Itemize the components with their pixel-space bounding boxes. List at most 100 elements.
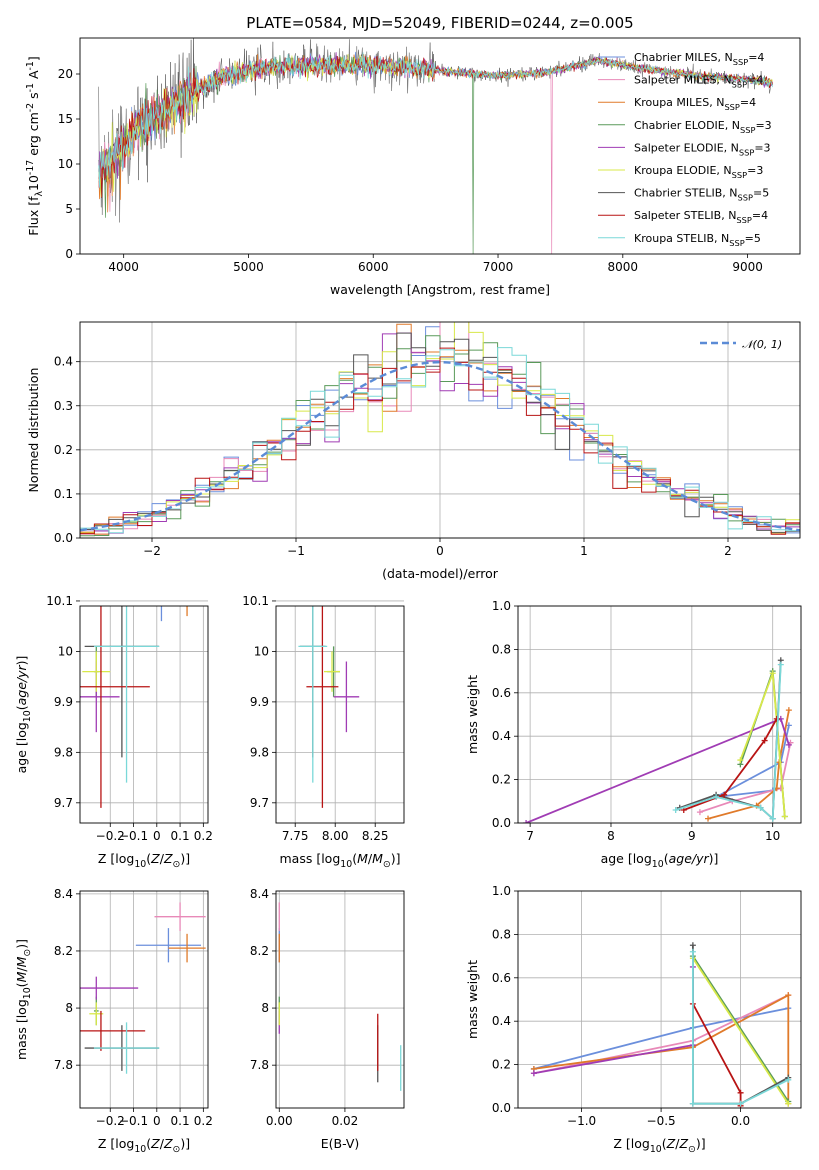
y-tick-label: 8.4: [54, 887, 73, 901]
z-weight-series: [530, 942, 792, 1108]
x-tick-label: −0.2: [96, 829, 125, 843]
y-tick-label: 0.2: [492, 1058, 511, 1072]
axes-frame: [79, 321, 801, 539]
legend-label: Salpeter ELODIE, NSSP=3: [634, 141, 771, 157]
y-tick-label: 1.0: [492, 599, 511, 613]
gridlines: [276, 600, 404, 823]
weight-marker: [769, 670, 776, 677]
x-tick-label: 4000: [108, 260, 139, 274]
weight-line-8: [692, 951, 789, 1105]
weight-line-2: [533, 993, 790, 1104]
y-tick-label: 9.7: [250, 796, 269, 810]
x-tick-label: 5000: [233, 260, 264, 274]
x-tick-label: 0.02: [332, 1114, 359, 1128]
age-weight-panel: 7 8 9 10 0.0 0.2 0.4 0.6 0.8 1.0 age [log10(age/yr…: [465, 599, 802, 870]
ebv-mass-xlabel: E(B-V): [321, 1136, 360, 1151]
y-tick-label: 0.4: [54, 355, 73, 369]
weight-marker: [737, 1089, 744, 1096]
legend-label: 𝒩(0, 1): [742, 338, 782, 351]
age-weight-xlabel: age [log10(age/yr)]: [601, 851, 719, 870]
weight-marker: [530, 1070, 537, 1077]
x-tick-label: 8.25: [362, 829, 389, 843]
x-tick-label: −2: [143, 544, 161, 558]
axes-frame: [517, 890, 802, 1109]
y-tick-label: 9.8: [54, 745, 73, 759]
legend-label: Kroupa ELODIE, NSSP=3: [634, 164, 763, 180]
x-tick-label: 8000: [608, 260, 639, 274]
weight-marker: [777, 661, 784, 668]
weight-marker: [757, 804, 764, 811]
gaussian-curve: [80, 360, 800, 532]
spectrum-ylabel: Flux [fλ10-17 erg cm-2 s-1 A-1]: [25, 56, 45, 235]
weight-marker: [785, 707, 792, 714]
y-tick-label: 15: [58, 112, 73, 126]
legend-label: Kroupa STELIB, NSSP=5: [634, 232, 761, 248]
weight-marker: [781, 813, 788, 820]
x-tick-label: 9: [688, 829, 696, 843]
weight-marker: [785, 1076, 792, 1083]
x-tick-label: 2: [724, 544, 732, 558]
y-tick-label: 8: [261, 1001, 269, 1015]
x-tick-label: 0.2: [194, 1114, 213, 1128]
z-mass-points: [80, 902, 206, 1074]
z-mass-ylabel: mass [log10(M/M⊙)]: [14, 939, 33, 1060]
axes-frame: [275, 890, 405, 1109]
x-tick-label: −0.1: [119, 1114, 148, 1128]
x-tick-label: 0: [153, 829, 161, 843]
y-tick-label: 7.8: [54, 1058, 73, 1072]
weight-marker: [523, 820, 530, 823]
x-tick-label: 8: [607, 829, 615, 843]
histogram-4: [80, 332, 800, 534]
y-tick-label: 0.3: [54, 399, 73, 413]
spectrum-legend: Chabrier MILES, NSSP=4 Salpeter MILES, NS…: [598, 51, 772, 248]
y-tick-label: 9.7: [54, 796, 73, 810]
x-tick-label: 9000: [732, 260, 763, 274]
y-tick-label: 0.0: [492, 816, 511, 830]
x-tick-label: 7.75: [282, 829, 309, 843]
z-weight-ylabel: mass weight: [465, 960, 480, 1039]
z-mass-panel: −0.2−0.1 0 0.1 0.2 7.8 8 8.2 8.4 Z [log10(Z/Z⊙)]…: [14, 887, 213, 1155]
z-weight-xlabel: Z [log10(Z/Z⊙)]: [613, 1136, 705, 1155]
x-tick-label: −0.2: [96, 1114, 125, 1128]
x-tick-label: 0.00: [266, 1114, 293, 1128]
axes-frame: [79, 37, 801, 255]
y-tick-label: 20: [58, 67, 73, 81]
y-tick-label: 0.6: [492, 971, 511, 985]
weight-marker: [721, 791, 728, 798]
weight-marker: [785, 992, 792, 999]
histogram-series: [80, 322, 800, 537]
y-tick-label: 0.2: [492, 773, 511, 787]
age-weight-ylabel: mass weight: [465, 675, 480, 754]
x-tick-label: 0.2: [194, 829, 213, 843]
x-tick-label: 1: [580, 544, 588, 558]
legend-label: Kroupa MILES, NSSP=4: [634, 96, 756, 112]
gridlines: [80, 891, 208, 1108]
y-tick-label: 10.1: [46, 594, 73, 608]
weight-marker: [785, 741, 792, 748]
legend-label: Salpeter MILES, NSSP=4: [634, 74, 763, 90]
ebv-mass-panel: 0.00 0.02 7.8 8 8.2 8.4 E(B-V): [250, 887, 405, 1151]
age-weight-series: [523, 657, 794, 823]
spectrum-xlabel: wavelength [Angstrom, rest frame]: [330, 282, 550, 297]
x-tick-label: 0.1: [171, 829, 190, 843]
gridlines: [518, 890, 801, 1109]
y-tick-label: 0.2: [54, 443, 73, 457]
y-tick-label: 0.4: [492, 1014, 511, 1028]
y-tick-label: 9.9: [250, 695, 269, 709]
x-tick-label: 6000: [358, 260, 389, 274]
histogram-7: [80, 347, 800, 535]
x-tick-label: 7000: [483, 260, 514, 274]
y-tick-label: 0.1: [54, 487, 73, 501]
weight-marker: [737, 757, 744, 764]
z-mass-xlabel: Z [log10(Z/Z⊙)]: [98, 1136, 190, 1155]
y-tick-label: 0.6: [492, 686, 511, 700]
x-tick-label: −0.1: [119, 829, 148, 843]
legend-label: Chabrier MILES, NSSP=4: [634, 51, 764, 67]
z-age-panel: −0.2−0.1 0 0.1 0.2 9.7 9.8 9.9 10 10.1 Z [log10(Z…: [14, 594, 213, 870]
legend-label: Salpeter STELIB, NSSP=4: [634, 209, 768, 225]
z-age-points: [80, 606, 188, 808]
residuals-ylabel: Normed distribution: [26, 368, 41, 493]
y-tick-label: 0.0: [492, 1101, 511, 1115]
mass-age-xlabel: mass [log10(M/M⊙)]: [279, 851, 400, 870]
weight-line-5: [692, 957, 790, 1105]
